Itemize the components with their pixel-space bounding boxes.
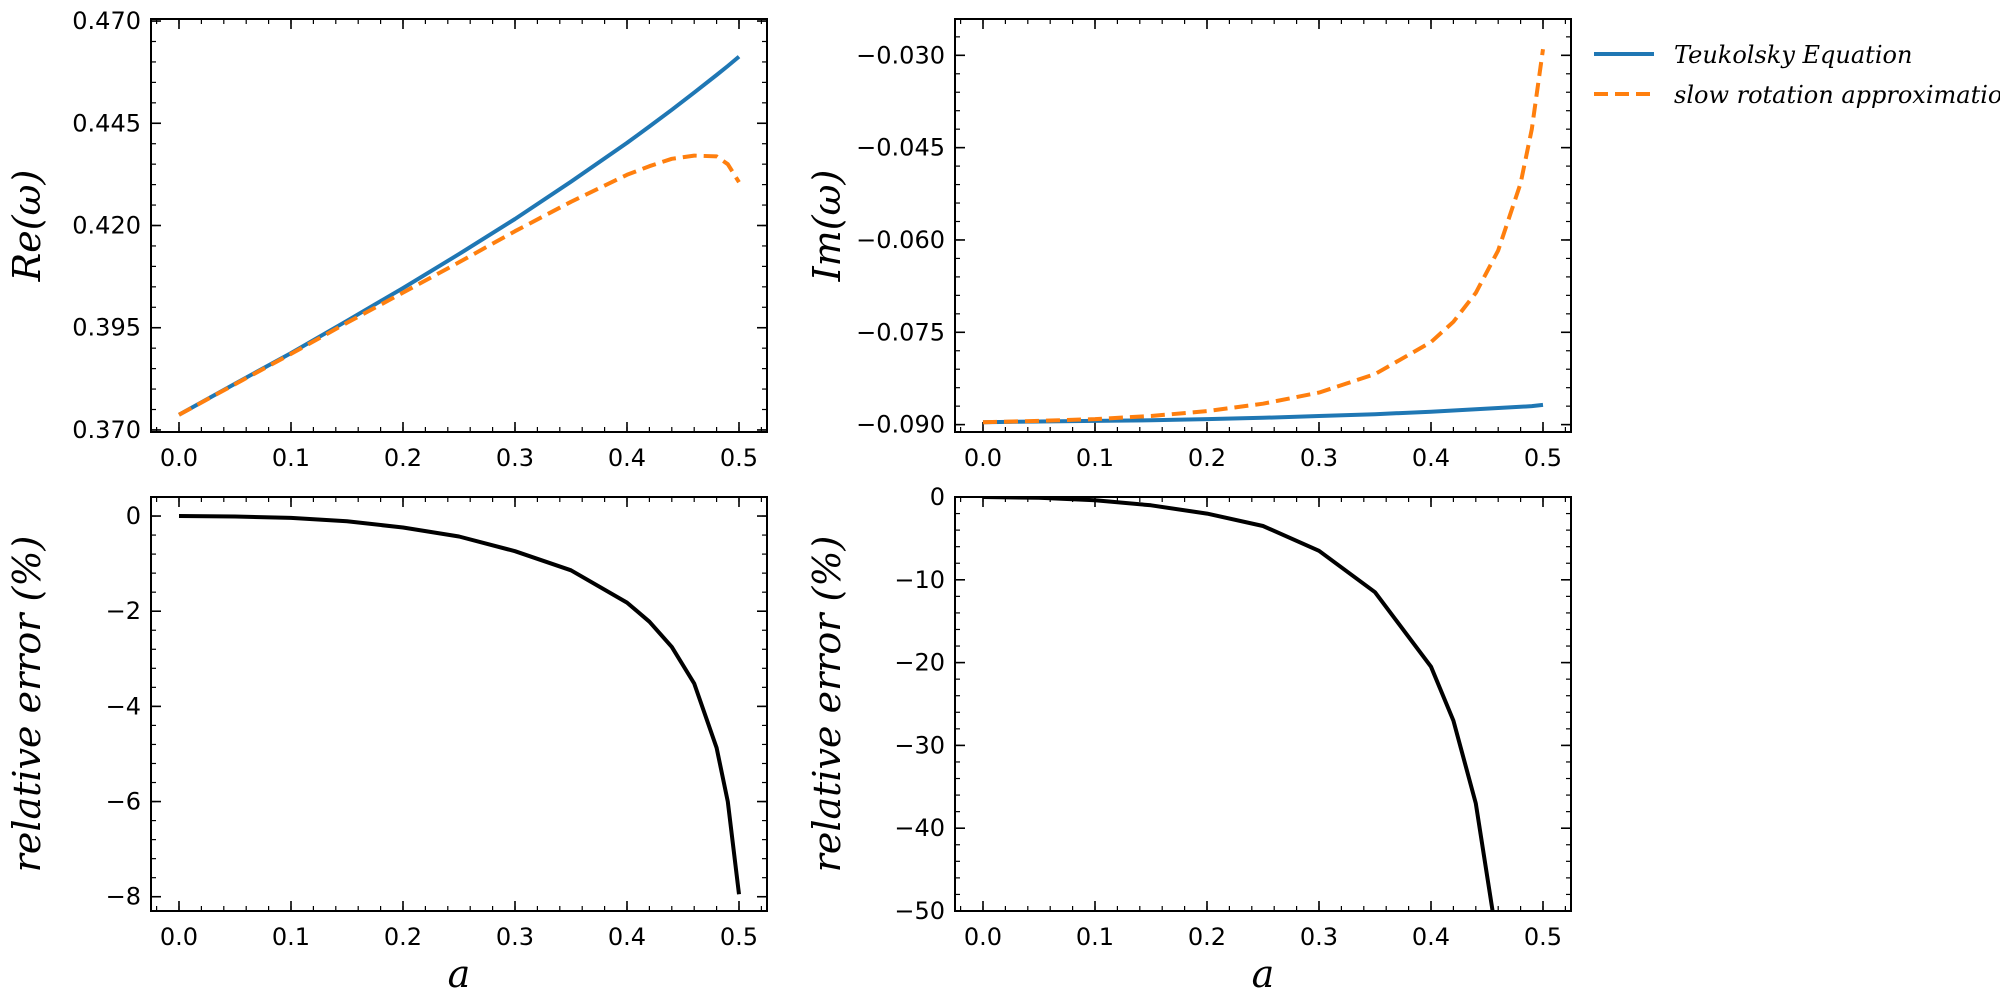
im-ylabel: Im(ω): [805, 170, 849, 283]
re_err-xtick-label: 0.4: [608, 923, 646, 951]
im_err-xtick-label: 0.1: [1076, 923, 1114, 951]
im-ytick-label: −0.090: [856, 411, 945, 439]
re-xtick-label: 0.4: [608, 444, 646, 472]
re-ytick-label: 0.445: [72, 109, 141, 137]
im_err-ytick-label: −20: [894, 649, 945, 677]
re-ytick-label: 0.370: [72, 416, 141, 444]
re_err-xtick-label: 0.1: [272, 923, 310, 951]
im-series-slow-rotation: [982, 48, 1545, 425]
im_err-xtick-label: 0.0: [964, 923, 1002, 951]
re-axes-frame: [150, 18, 768, 433]
re-ytick-label: 0.395: [72, 314, 141, 342]
im-xtick-label: 0.1: [1076, 444, 1114, 472]
im_err-ytick-label: −30: [894, 731, 945, 759]
im_err-ytick-label: −40: [894, 814, 945, 842]
im_err-ytick-label: 0: [930, 483, 945, 511]
im_err-axes-frame: [954, 496, 1572, 912]
re_err-xtick-label: 0.0: [160, 923, 198, 951]
legend-label-slow-rotation: slow rotation approximation: [1674, 81, 2000, 109]
re_err-xtick-label: 0.5: [720, 923, 758, 951]
re-ytick-label: 0.470: [72, 7, 141, 35]
im-xtick-label: 0.2: [1188, 444, 1226, 472]
im_err-ticks: [955, 496, 1571, 912]
im_err-xtick-label: 0.3: [1300, 923, 1338, 951]
im_err-xlabel: a: [1252, 952, 1275, 996]
re-series-teukolsky: [178, 55, 741, 417]
re-xtick-label: 0.0: [160, 444, 198, 472]
panel-real-relative-error: 0.0 0.1 0.2 0.3 0.4 0.5 −8 −6 −4 −2 0 relative erro…: [5, 496, 768, 996]
re-ticks: [151, 19, 767, 432]
re_err-ytick-label: −4: [106, 692, 141, 720]
re_err-ylabel: relative error (%): [5, 536, 49, 873]
im_err-xtick-label: 0.4: [1412, 923, 1450, 951]
im_err-xtick-label: 0.2: [1188, 923, 1226, 951]
im-xtick-label: 0.3: [1300, 444, 1338, 472]
re_err-ytick-label: 0: [126, 502, 141, 530]
im-ytick-label: −0.030: [856, 41, 945, 69]
panel-imaginary-relative-error: 0.0 0.1 0.2 0.3 0.4 0.5 −50 −40 −30 −20 −10 0 relati…: [805, 483, 1572, 996]
re_err-xlabel: a: [448, 952, 471, 996]
re-series-slow-rotation: [178, 153, 741, 417]
re_err-series-relative-error: [178, 514, 741, 895]
legend-label-teukolsky: Teukolsky Equation: [1674, 41, 1912, 69]
re-xtick-label: 0.2: [384, 444, 422, 472]
re-ytick-label: 0.420: [72, 212, 141, 240]
im-ytick-label: −0.075: [856, 318, 945, 346]
im-ytick-label: −0.060: [856, 226, 945, 254]
re_err-axes-frame: [150, 496, 768, 912]
im_err-ytick-label: −10: [894, 566, 945, 594]
im-xtick-label: 0.5: [1524, 444, 1562, 472]
re_err-ytick-label: −8: [106, 883, 141, 911]
im-ticks: [955, 19, 1571, 432]
im-xtick-label: 0.0: [964, 444, 1002, 472]
legend: Teukolsky Equation slow rotation approxi…: [1594, 41, 2000, 109]
im-xtick-label: 0.4: [1412, 444, 1450, 472]
im_err-ylabel: relative error (%): [805, 536, 849, 873]
re-xtick-label: 0.1: [272, 444, 310, 472]
re_err-ytick-label: −6: [106, 788, 141, 816]
im_err-ytick-label: −50: [894, 897, 945, 925]
re-xtick-label: 0.3: [496, 444, 534, 472]
panel-imaginary-frequency: 0.0 0.1 0.2 0.3 0.4 0.5 −0.090 −0.075 −0.060 −0.0…: [805, 18, 1572, 472]
im-ytick-label: −0.045: [856, 134, 945, 162]
re-xtick-label: 0.5: [720, 444, 758, 472]
re_err-ytick-label: −2: [106, 597, 141, 625]
re_err-xtick-label: 0.2: [384, 923, 422, 951]
panel-real-frequency: 0.0 0.1 0.2 0.3 0.4 0.5 0.370 0.395 0.420 0.445 0.…: [5, 7, 768, 472]
re_err-xtick-label: 0.3: [496, 923, 534, 951]
re_err-ticks: [151, 496, 767, 911]
im_err-series-relative-error: [982, 497, 1495, 911]
im-series-teukolsky: [982, 402, 1544, 425]
im-axes-frame: [954, 18, 1572, 433]
im_err-xtick-label: 0.5: [1524, 923, 1562, 951]
re-ylabel: Re(ω): [5, 170, 49, 283]
